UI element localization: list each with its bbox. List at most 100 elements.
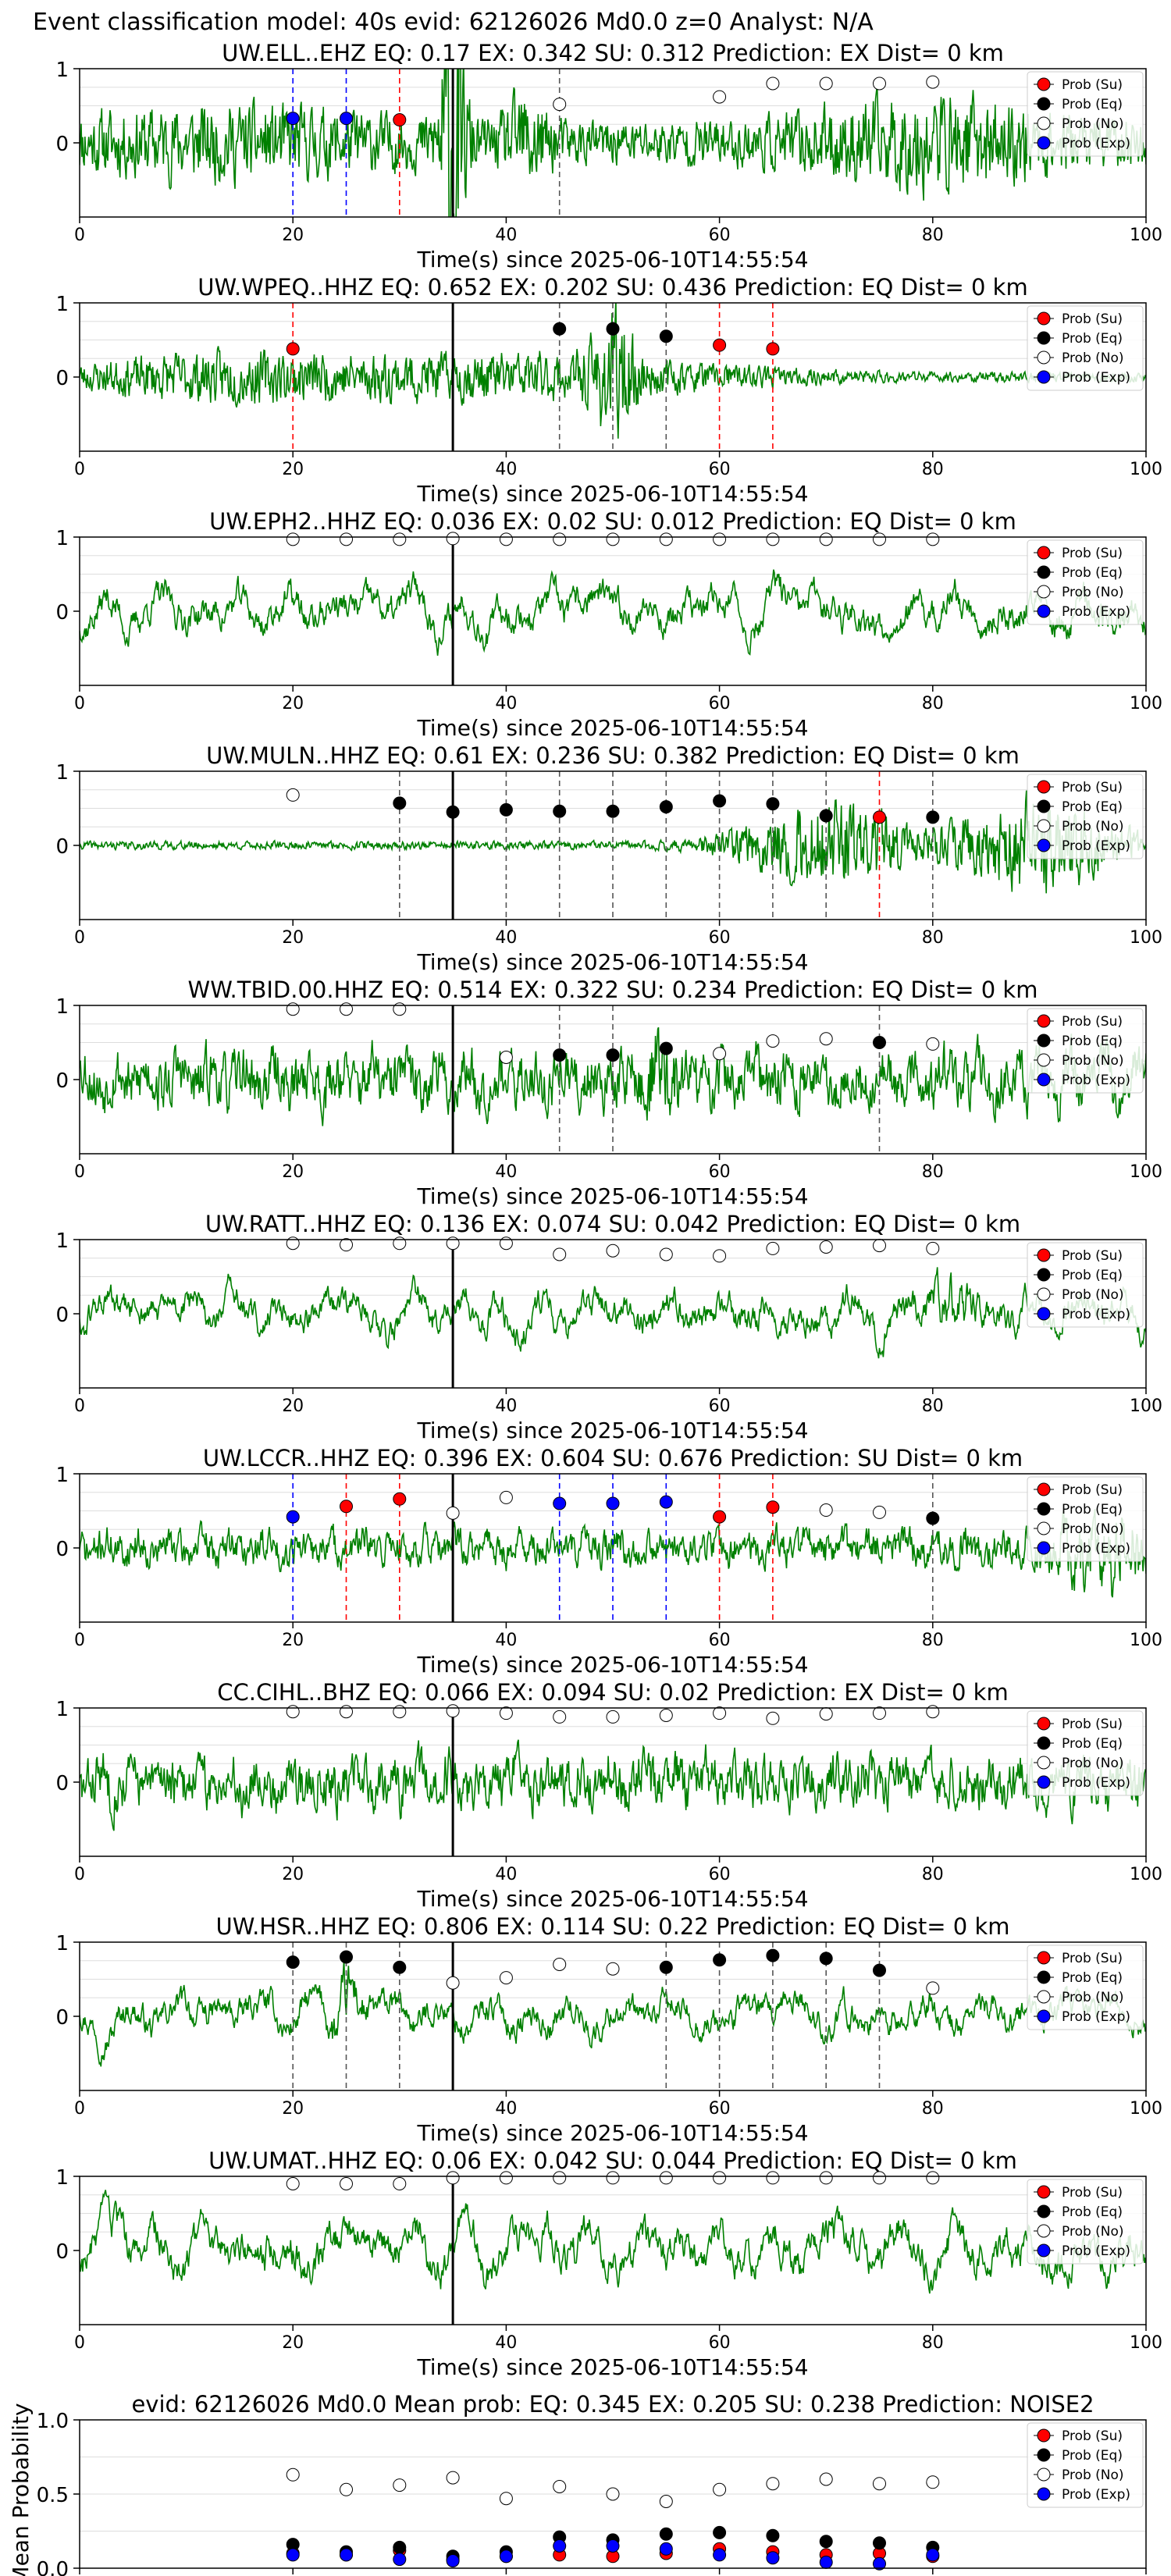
waveform-trace: [80, 1959, 1146, 2067]
prob-marker-noise: [553, 1710, 567, 1724]
legend-marker-exp: [1037, 2009, 1051, 2023]
mean-prob-point-noise: [713, 2482, 727, 2496]
legend-item-su: Prob (Su): [1034, 1248, 1123, 1264]
panel-title: UW.RATT..HHZ EQ: 0.136 EX: 0.074 SU: 0.0…: [205, 1211, 1020, 1237]
legend-marker-exp: [1037, 604, 1051, 618]
legend-box: [1027, 71, 1144, 157]
x-axis-label: Time(s) since 2025-06-10T14:55:54: [416, 1886, 808, 1912]
waveform-panel: UW.MULN..HHZ EQ: 0.61 EX: 0.236 SU: 0.38…: [55, 742, 1162, 975]
legend-item-noise: Prob (No): [1034, 1287, 1124, 1303]
waveform-panel: CC.CIHL..BHZ EQ: 0.066 EX: 0.094 SU: 0.0…: [55, 1679, 1162, 1912]
prob-marker-noise: [553, 532, 567, 546]
legend-label-su: Prob (Su): [1062, 1482, 1123, 1498]
prob-marker-noise: [499, 1051, 513, 1064]
x-tick-label: 0: [74, 928, 85, 948]
mean-prob-point-noise: [499, 2492, 513, 2506]
legend-item-noise: Prob (No): [1034, 1990, 1124, 2005]
waveform-panel: UW.RATT..HHZ EQ: 0.136 EX: 0.074 SU: 0.0…: [55, 1211, 1162, 1443]
legend-item-exp: Prob (Exp): [1034, 2487, 1130, 2503]
legend-item-eq: Prob (Eq): [1034, 565, 1123, 581]
prob-marker-eq: [713, 794, 727, 808]
x-tick-label: 0: [74, 2099, 85, 2119]
legend-label-su: Prob (Su): [1062, 780, 1123, 795]
legend-marker-su: [1037, 1717, 1051, 1731]
mean-probability-panel: evid: 62126026 Md0.0 Mean prob: EQ: 0.34…: [8, 2391, 1147, 2576]
prob-marker-noise: [873, 532, 886, 546]
legend-label-noise: Prob (No): [1062, 350, 1124, 366]
x-tick-label: 40: [495, 226, 517, 245]
plot-panels: UW.ELL..EHZ EQ: 0.17 EX: 0.342 SU: 0.312…: [8, 40, 1162, 2576]
x-tick-label: 80: [922, 2099, 944, 2119]
mean-prob-point-noise: [553, 2480, 567, 2493]
legend-marker-eq: [1037, 1736, 1051, 1750]
prob-marker-noise: [446, 532, 460, 546]
waveform-panel: UW.HSR..HHZ EQ: 0.806 EX: 0.114 SU: 0.22…: [55, 1913, 1162, 2146]
x-tick-label: 80: [922, 1397, 944, 1416]
x-axis-label: Time(s) since 2025-06-10T14:55:54: [416, 2120, 808, 2146]
legend-label-noise: Prob (No): [1062, 819, 1124, 834]
prob-marker-eq: [819, 1952, 833, 1966]
prob-marker-eq: [606, 322, 620, 336]
y-tick-label: 1: [55, 1464, 69, 1487]
waveform-panel: UW.UMAT..HHZ EQ: 0.06 EX: 0.042 SU: 0.04…: [55, 2147, 1162, 2380]
y-tick-label: 0: [55, 601, 69, 624]
x-axis-label: Time(s) since 2025-06-10T14:55:54: [416, 715, 808, 741]
x-tick-label: 60: [709, 694, 731, 713]
x-tick-label: 40: [495, 928, 517, 948]
legend-box: [1027, 1710, 1144, 1796]
legend: Prob (Su) Prob (Eq) Prob (No) Prob (Exp): [1027, 2422, 1144, 2508]
prob-marker-su: [766, 1500, 780, 1514]
legend-item-su: Prob (Su): [1034, 1014, 1123, 1030]
legend-item-noise: Prob (No): [1034, 116, 1124, 132]
x-tick-label: 20: [282, 928, 304, 948]
legend-label-eq: Prob (Eq): [1062, 1502, 1123, 1517]
x-tick-label: 60: [709, 2099, 731, 2119]
panel-title: WW.TBID.00.HHZ EQ: 0.514 EX: 0.322 SU: 0…: [188, 977, 1038, 1003]
prob-marker-noise: [926, 2171, 940, 2185]
legend-item-exp: Prob (Exp): [1034, 838, 1130, 854]
x-tick-label: 100: [1130, 928, 1162, 948]
y-tick-label: 0: [55, 835, 69, 859]
prob-marker-eq: [553, 1048, 567, 1062]
legend-label-noise: Prob (No): [1062, 2224, 1124, 2240]
legend: Prob (Su) Prob (Eq) Prob (No) Prob (Exp): [1027, 1476, 1144, 1562]
prob-marker-eq: [553, 804, 567, 818]
prob-marker-su: [393, 113, 407, 127]
legend-marker-noise: [1037, 1990, 1051, 2004]
y-tick-label: 1: [55, 59, 69, 82]
y-tick-label: 1: [55, 527, 69, 550]
prob-marker-noise: [393, 532, 407, 546]
mean-prob-point-eq: [766, 2528, 780, 2542]
mean-prob-point-exp: [499, 2549, 513, 2564]
x-tick-label: 20: [282, 2099, 304, 2119]
x-axis-label: Time(s) since 2025-06-10T14:55:54: [416, 949, 808, 975]
prob-marker-su: [286, 342, 300, 356]
legend-label-exp: Prob (Exp): [1062, 370, 1130, 386]
legend-item-eq: Prob (Eq): [1034, 1268, 1123, 1283]
legend-item-eq: Prob (Eq): [1034, 1736, 1123, 1752]
legend-marker-noise: [1037, 1756, 1051, 1770]
prob-marker-noise: [499, 2171, 513, 2185]
prob-marker-noise: [819, 76, 833, 91]
x-tick-label: 40: [495, 694, 517, 713]
prob-marker-noise: [499, 1236, 513, 1251]
mean-prob-point-exp: [553, 2539, 567, 2553]
prob-marker-noise: [499, 1971, 513, 1985]
legend-label-exp: Prob (Exp): [1062, 2009, 1130, 2025]
y-tick-label: 1: [55, 1698, 69, 1721]
prob-marker-noise: [446, 1704, 460, 1718]
legend-marker-noise: [1037, 2467, 1051, 2482]
legend-marker-eq: [1037, 97, 1051, 111]
x-tick-label: 0: [74, 694, 85, 713]
prob-marker-noise: [553, 98, 567, 112]
prob-marker-eq: [606, 804, 620, 818]
legend-marker-eq: [1037, 2448, 1051, 2462]
prob-marker-noise: [553, 2171, 567, 2185]
prob-marker-noise: [926, 75, 940, 89]
prob-marker-noise: [499, 1706, 513, 1720]
legend-item-su: Prob (Su): [1034, 1717, 1123, 1732]
legend-label-eq: Prob (Eq): [1062, 97, 1123, 112]
prob-marker-noise: [659, 1247, 673, 1261]
prob-marker-noise: [873, 2171, 886, 2185]
x-tick-label: 0: [74, 2333, 85, 2353]
